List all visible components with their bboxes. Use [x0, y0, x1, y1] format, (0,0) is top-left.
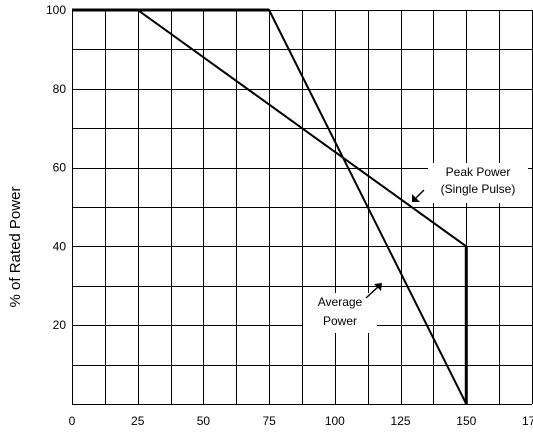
average-power-label-background [303, 293, 377, 333]
x-tick-label: 50 [197, 414, 211, 428]
peak-power-label: (Single Pulse) [441, 182, 516, 196]
tick-labels: 0 25 50 75 100 125 150 175 20 40 60 80 100 [46, 3, 533, 428]
grid-lines [72, 10, 533, 405]
average-power-arrow-icon [365, 285, 380, 299]
y-tick-label: 40 [53, 239, 67, 253]
y-tick-label: 80 [53, 82, 67, 96]
x-tick-label: 175 [522, 414, 533, 428]
average-power-label: Average [318, 295, 363, 309]
x-tick-label: 75 [262, 414, 276, 428]
data-series [72, 8, 468, 405]
average-power-label: Power [323, 314, 357, 328]
x-tick-label: 125 [391, 414, 411, 428]
y-tick-label: 60 [53, 161, 67, 175]
peak-power-label-background [428, 163, 528, 203]
annotations: Peak Power (Single Pulse) Average Power [303, 163, 528, 333]
average-power-arrowhead-icon [374, 283, 382, 291]
y-axis-label: % of Rated Power [7, 187, 24, 308]
x-tick-label: 0 [69, 414, 76, 428]
y-tick-label: 100 [46, 3, 66, 17]
peak-power-label: Peak Power [446, 165, 511, 179]
y-tick-label: 20 [53, 318, 67, 332]
peak-power-arrowhead-icon [412, 194, 420, 202]
x-tick-label: 100 [325, 414, 345, 428]
x-tick-label: 150 [456, 414, 476, 428]
x-tick-label: 25 [131, 414, 145, 428]
